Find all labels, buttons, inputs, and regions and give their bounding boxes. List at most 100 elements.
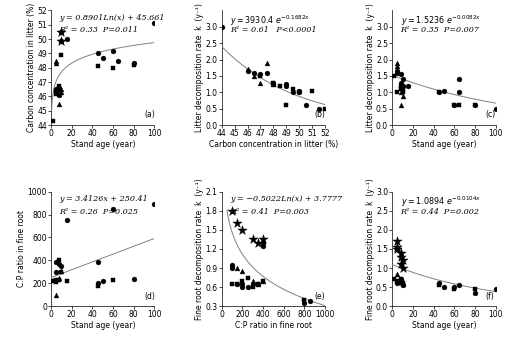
Point — [308, 88, 316, 94]
Point — [52, 277, 60, 283]
Point — [471, 103, 479, 108]
Point — [52, 88, 60, 94]
Text: $y = 3930.4\ e^{-0.1682x}$: $y = 3930.4\ e^{-0.1682x}$ — [230, 14, 310, 28]
Point — [249, 284, 257, 290]
Point — [130, 61, 138, 66]
Text: (f): (f) — [485, 292, 494, 301]
Text: (e): (e) — [315, 292, 326, 301]
Point — [52, 279, 60, 285]
Point — [390, 277, 399, 282]
Point — [393, 244, 402, 250]
Text: R² = 0.35  P=0.007: R² = 0.35 P=0.007 — [401, 26, 479, 34]
Point — [94, 64, 102, 69]
Point — [57, 29, 65, 35]
Point — [397, 277, 405, 282]
Y-axis label: Carbon concentration in litter (%): Carbon concentration in litter (%) — [27, 3, 36, 132]
Point — [399, 283, 407, 288]
Point — [52, 89, 60, 95]
Text: $y = 1.5236\ e^{-0.0082x}$: $y = 1.5236\ e^{-0.0082x}$ — [401, 14, 481, 28]
Point — [455, 103, 463, 108]
Text: y = −0.5022Ln(x) + 3.7777: y = −0.5022Ln(x) + 3.7777 — [230, 195, 342, 203]
Point — [228, 262, 236, 268]
Point — [276, 83, 284, 89]
X-axis label: Stand age (year): Stand age (year) — [412, 321, 476, 330]
Point — [450, 286, 458, 292]
Point — [455, 77, 463, 82]
Point — [263, 70, 271, 76]
Point — [55, 92, 63, 98]
Point — [62, 36, 71, 42]
Point — [109, 65, 117, 71]
Point — [404, 83, 412, 89]
Point — [49, 278, 57, 284]
Point — [393, 271, 402, 277]
Point — [254, 240, 262, 245]
Point — [435, 89, 443, 95]
Point — [49, 118, 57, 124]
X-axis label: Stand age (year): Stand age (year) — [71, 140, 135, 149]
X-axis label: Carbon concentration in litter (%): Carbon concentration in litter (%) — [209, 140, 338, 149]
Point — [393, 63, 402, 69]
Point — [257, 73, 265, 79]
Point — [57, 87, 65, 92]
Point — [399, 77, 407, 82]
Point — [243, 275, 251, 280]
Point — [397, 277, 405, 282]
Point — [492, 106, 500, 111]
Point — [282, 83, 290, 89]
Point — [390, 73, 399, 79]
Point — [55, 261, 63, 267]
Point — [397, 280, 405, 286]
Y-axis label: C:P ratio in fine root: C:P ratio in fine root — [17, 211, 26, 287]
Text: R² = 0.61   P<0.0001: R² = 0.61 P<0.0001 — [230, 26, 317, 34]
Text: R² = 0.41  P=0.003: R² = 0.41 P=0.003 — [230, 208, 309, 216]
Point — [94, 283, 102, 288]
Point — [393, 70, 402, 76]
Point — [257, 80, 265, 85]
Point — [52, 91, 60, 96]
Point — [114, 58, 123, 63]
Point — [228, 265, 236, 271]
Point — [399, 83, 407, 89]
Point — [300, 300, 309, 306]
Y-axis label: Fine root decomposition rate  k  (y⁻¹): Fine root decomposition rate k (y⁻¹) — [195, 178, 204, 320]
Point — [301, 103, 310, 108]
X-axis label: Stand age (year): Stand age (year) — [412, 140, 476, 149]
Point — [455, 89, 463, 95]
X-axis label: C:P ratio in fine root: C:P ratio in fine root — [235, 321, 312, 330]
Point — [52, 87, 60, 92]
Point — [306, 298, 314, 304]
Point — [492, 286, 500, 292]
Point — [52, 292, 60, 298]
Point — [440, 88, 448, 94]
Point — [233, 281, 241, 287]
Y-axis label: Fine root decomposition rate  k  (y⁻¹): Fine root decomposition rate k (y⁻¹) — [365, 178, 375, 320]
Point — [393, 89, 402, 95]
Point — [393, 238, 402, 244]
Point — [397, 254, 405, 259]
Point — [393, 246, 402, 252]
Point — [450, 284, 458, 290]
Point — [399, 89, 407, 95]
Point — [150, 21, 158, 26]
Point — [450, 103, 458, 108]
Point — [397, 261, 405, 267]
Point — [254, 281, 262, 287]
Point — [450, 103, 458, 108]
Point — [300, 297, 309, 303]
Point — [243, 68, 251, 74]
Point — [295, 88, 304, 94]
Point — [399, 280, 407, 286]
Text: (c): (c) — [485, 110, 496, 119]
Point — [257, 72, 265, 77]
Point — [393, 279, 402, 284]
Point — [471, 103, 479, 108]
Point — [228, 281, 236, 287]
Point — [295, 89, 304, 95]
Point — [397, 72, 405, 77]
X-axis label: Stand age (year): Stand age (year) — [71, 321, 135, 330]
Point — [243, 284, 251, 290]
Point — [289, 89, 297, 95]
Point — [393, 60, 402, 66]
Point — [55, 101, 63, 106]
